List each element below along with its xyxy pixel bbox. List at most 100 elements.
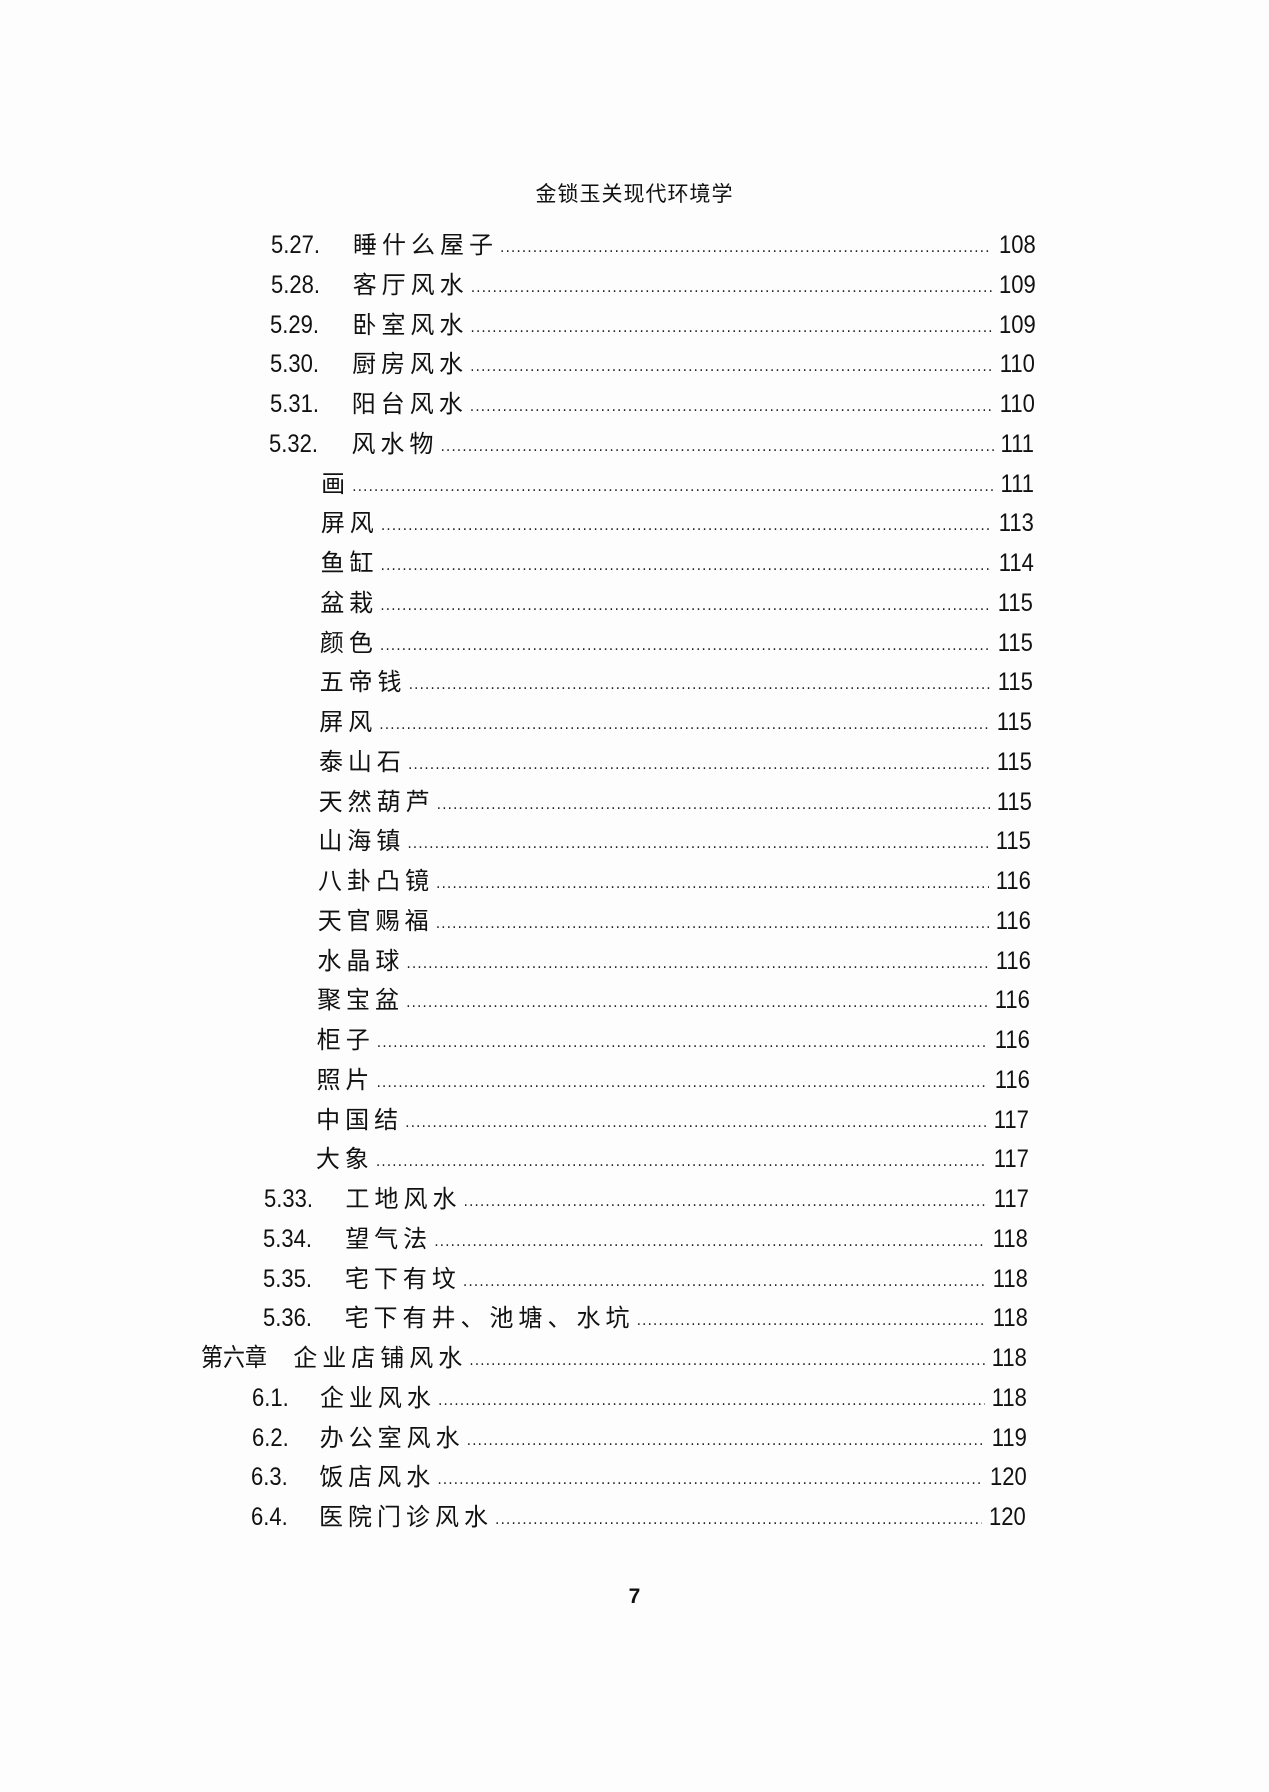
toc-entry-title: 天官赐福 [317,906,434,935]
leader-dots: ........................................… [469,1353,986,1369]
leader-dots: ........................................… [376,1074,987,1091]
toc-entry-number: 5.35. [262,1264,312,1293]
toc-entry-number: 5.29. [270,310,320,339]
leader-dots: ........................................… [408,677,991,694]
toc-entry[interactable]: 5.30. 厨房风水...............................… [270,345,1035,379]
leader-dots: ........................................… [407,836,989,853]
toc-entry-title: 办公室风水 [319,1423,465,1452]
toc-entry[interactable]: 聚宝盆.....................................… [317,981,1030,1015]
leader-dots: ........................................… [469,399,993,415]
toc-entry[interactable]: 鱼缸......................................… [321,544,1034,578]
toc-entry-page: 116 [995,867,1031,895]
toc-entry-number: 5.30. [270,350,319,379]
toc-entry-number: 5.33. [263,1185,313,1213]
toc-entry-number: 5.27. [271,231,320,259]
toc-entry-title: 宅下有坟 [344,1264,461,1293]
leader-dots: ........................................… [437,1472,983,1489]
toc-entry[interactable]: 画.......................................… [321,465,1034,499]
leader-dots: ........................................… [466,1432,985,1449]
toc-entry-page: 116 [995,906,1031,935]
toc-entry-title: 五帝钱 [319,668,407,697]
toc-entry-title: 画 [321,469,351,498]
leader-dots: ........................................… [500,240,993,256]
leader-dots: ........................................… [470,279,992,296]
toc-entry-title: 天然葫芦 [318,787,435,816]
toc-entry[interactable]: 5.34. 望气法................................… [263,1220,1028,1254]
toc-entry-title: 中国结 [316,1105,404,1134]
toc-entry-number: 5.32. [269,429,319,458]
toc-entry[interactable]: 6.4. 医院门诊风水..............................… [251,1498,1026,1532]
toc-entry-number: 第六章 [201,1344,268,1372]
leader-dots: ........................................… [636,1313,986,1330]
toc-entry-page: 115 [996,827,1032,856]
toc-entry-page: 120 [989,1463,1027,1492]
toc-entry[interactable]: 屏风......................................… [319,703,1032,737]
toc-entry[interactable]: 5.35. 宅下有坟...............................… [263,1260,1028,1294]
toc-entry[interactable]: 5.32. 风水物................................… [269,425,1034,459]
toc-entry-title: 企业风水 [319,1383,436,1412]
toc-entry[interactable]: 天然葫芦....................................… [319,783,1032,817]
toc-entry[interactable]: 大象......................................… [316,1140,1029,1174]
running-header: 金锁玉关现代环境学 [535,182,734,206]
leader-dots: ........................................… [376,1035,988,1051]
leader-dots: ........................................… [435,915,989,932]
toc-entry[interactable]: 6.2. 办公室风水...............................… [252,1419,1027,1453]
toc-entry[interactable]: 颜色......................................… [320,624,1033,658]
toc-entry[interactable]: 山海镇.....................................… [318,822,1031,856]
leader-dots: ........................................… [379,637,991,654]
leader-dots: ........................................… [379,717,990,733]
toc-entry[interactable]: 天官赐福....................................… [318,902,1031,936]
toc-entry[interactable]: 第六章 企业店铺风水...............................… [201,1339,1027,1373]
toc-entry[interactable]: 水晶球.....................................… [317,942,1030,976]
toc-entry-page: 115 [997,668,1033,697]
toc-entry[interactable]: 5.31. 阳台风水...............................… [270,385,1035,419]
toc-entry-page: 111 [1000,469,1035,498]
toc-entry[interactable]: 6.1. 企业风水................................… [252,1379,1027,1413]
toc-entry[interactable]: 八卦凸镜....................................… [318,862,1031,896]
toc-entry-page: 116 [995,946,1031,975]
toc-entry[interactable]: 5.33. 工地风水...............................… [264,1180,1029,1214]
toc-entry-page: 118 [993,1224,1029,1253]
toc-entry[interactable]: 柜子......................................… [317,1021,1030,1055]
toc-entry-page: 109 [998,270,1036,299]
toc-entry[interactable]: 五帝钱.....................................… [320,663,1033,697]
toc-entry-number: 6.4. [251,1503,288,1531]
toc-entry-title: 柜子 [316,1026,375,1054]
toc-entry-number: 5.34. [263,1224,313,1253]
toc-entry-title: 阳台风水 [351,390,468,418]
toc-entry-page: 117 [993,1145,1029,1174]
toc-entry[interactable]: 屏风......................................… [321,504,1034,538]
toc-entry-page: 111 [1000,429,1035,458]
toc-entry-title: 宅下有井、池塘、水坑 [344,1304,635,1333]
leader-dots: ........................................… [405,1114,987,1131]
toc-entry[interactable]: 5.28. 客厅风水...............................… [271,266,1036,300]
toc-entry-title: 水晶球 [317,946,405,975]
toc-entry[interactable]: 5.27. 睡什么屋子..............................… [271,226,1036,260]
toc-entry-page: 118 [992,1344,1028,1372]
toc-entry-title: 客厅风水 [352,270,469,299]
toc-entry-title: 卧室风水 [352,310,469,339]
toc-entry-title: 工地风水 [345,1185,462,1213]
toc-entry[interactable]: 照片......................................… [316,1061,1029,1095]
toc-entry-number: 5.28. [270,270,320,299]
toc-entry-title: 风水物 [351,429,439,458]
toc-entry[interactable]: 盆栽......................................… [320,584,1033,618]
toc-entry-page: 115 [996,747,1032,776]
toc-entry-page: 113 [998,509,1034,538]
toc-entry[interactable]: 6.3. 饭店风水................................… [251,1458,1026,1492]
toc-entry-page: 117 [994,1105,1030,1134]
toc-entry-page: 108 [999,231,1036,259]
toc-entry-number: 5.31. [269,390,319,418]
toc-entry[interactable]: 5.29. 卧室风水...............................… [270,306,1035,340]
toc-entry-title: 照片 [316,1065,375,1094]
toc-entry[interactable]: 5.36. 宅下有井、池塘、水坑.........................… [263,1299,1028,1333]
leader-dots: ........................................… [470,359,994,376]
toc-entry-title: 聚宝盆 [317,986,405,1015]
leader-dots: ........................................… [406,995,988,1012]
toc-entry-page: 116 [994,1065,1030,1094]
toc-entry-page: 119 [991,1423,1027,1452]
leader-dots: ........................................… [470,319,992,336]
toc-entry[interactable]: 泰山石.....................................… [319,743,1032,777]
toc-entry-page: 115 [998,588,1034,617]
toc-entry[interactable]: 中国结.....................................… [316,1101,1029,1135]
